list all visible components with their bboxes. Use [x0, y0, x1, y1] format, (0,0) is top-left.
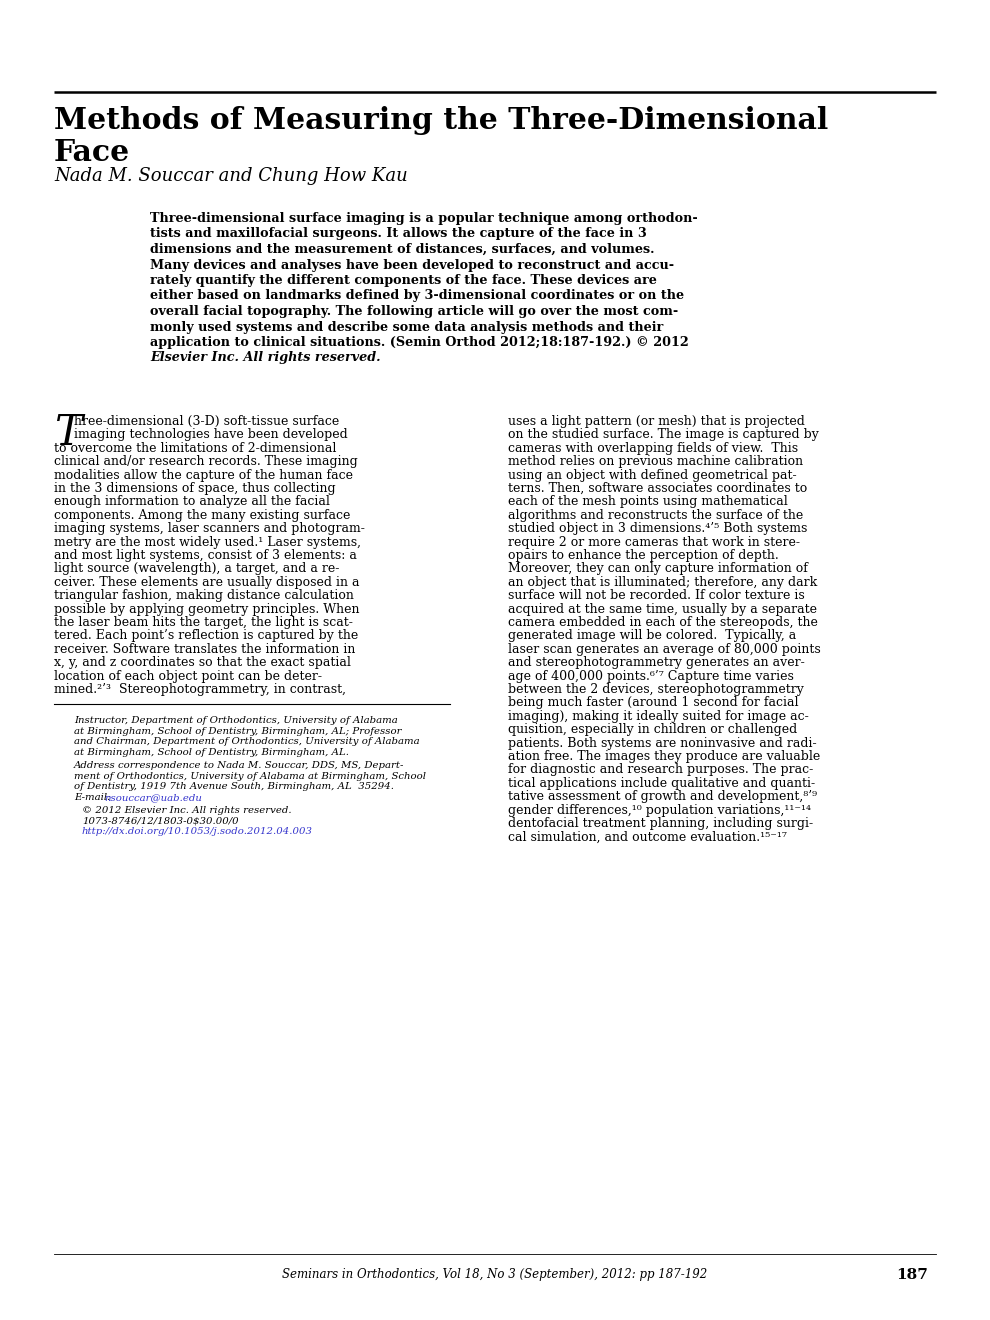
- Text: receiver. Software translates the information in: receiver. Software translates the inform…: [54, 643, 355, 656]
- Text: surface will not be recorded. If color texture is: surface will not be recorded. If color t…: [508, 589, 805, 602]
- Text: imaging systems, laser scanners and photogram-: imaging systems, laser scanners and phot…: [54, 523, 365, 535]
- Text: acquired at the same time, usually by a separate: acquired at the same time, usually by a …: [508, 603, 817, 615]
- Text: http://dx.doi.org/10.1053/j.sodo.2012.04.003: http://dx.doi.org/10.1053/j.sodo.2012.04…: [82, 828, 313, 837]
- Text: ment of Orthodontics, University of Alabama at Birmingham, School: ment of Orthodontics, University of Alab…: [74, 772, 426, 781]
- Text: application to clinical situations. (Semin Orthod 2012;18:187-192.) © 2012: application to clinical situations. (Sem…: [150, 337, 689, 348]
- Text: and stereophotogrammetry generates an aver-: and stereophotogrammetry generates an av…: [508, 656, 805, 669]
- Text: in the 3 dimensions of space, thus collecting: in the 3 dimensions of space, thus colle…: [54, 482, 336, 495]
- Text: on the studied surface. The image is captured by: on the studied surface. The image is cap…: [508, 429, 819, 441]
- Text: rately quantify the different components of the face. These devices are: rately quantify the different components…: [150, 275, 657, 286]
- Text: E-mail:: E-mail:: [74, 793, 114, 801]
- Text: each of the mesh points using mathematical: each of the mesh points using mathematic…: [508, 495, 788, 508]
- Text: enough information to analyze all the facial: enough information to analyze all the fa…: [54, 495, 330, 508]
- Text: Nada M. Souccar and Chung How Kau: Nada M. Souccar and Chung How Kau: [54, 168, 408, 185]
- Text: using an object with defined geometrical pat-: using an object with defined geometrical…: [508, 469, 797, 482]
- Text: © 2012 Elsevier Inc. All rights reserved.: © 2012 Elsevier Inc. All rights reserved…: [82, 807, 292, 816]
- Text: light source (wavelength), a target, and a re-: light source (wavelength), a target, and…: [54, 562, 340, 576]
- Text: for diagnostic and research purposes. The prac-: for diagnostic and research purposes. Th…: [508, 763, 813, 776]
- Text: T: T: [54, 412, 82, 454]
- Text: patients. Both systems are noninvasive and radi-: patients. Both systems are noninvasive a…: [508, 737, 817, 750]
- Text: Three-dimensional surface imaging is a popular technique among orthodon-: Three-dimensional surface imaging is a p…: [150, 213, 698, 224]
- Text: either based on landmarks defined by 3-dimensional coordinates or on the: either based on landmarks defined by 3-d…: [150, 289, 684, 302]
- Text: and Chairman, Department of Orthodontics, University of Alabama: and Chairman, Department of Orthodontics…: [74, 738, 420, 746]
- Text: cameras with overlapping fields of view.  This: cameras with overlapping fields of view.…: [508, 442, 798, 455]
- Text: Many devices and analyses have been developed to reconstruct and accu-: Many devices and analyses have been deve…: [150, 259, 674, 272]
- Text: and most light systems, consist of 3 elements: a: and most light systems, consist of 3 ele…: [54, 549, 356, 562]
- Text: laser scan generates an average of 80,000 points: laser scan generates an average of 80,00…: [508, 643, 821, 656]
- Text: dimensions and the measurement of distances, surfaces, and volumes.: dimensions and the measurement of distan…: [150, 243, 654, 256]
- Text: nsouccar@uab.edu: nsouccar@uab.edu: [104, 793, 202, 801]
- Text: camera embedded in each of the stereopods, the: camera embedded in each of the stereopod…: [508, 616, 818, 630]
- Text: gender differences,¹⁰ population variations,¹¹⁻¹⁴: gender differences,¹⁰ population variati…: [508, 804, 811, 817]
- Text: Face: Face: [54, 139, 130, 168]
- Text: tical applications include qualitative and quanti-: tical applications include qualitative a…: [508, 776, 815, 789]
- Text: dentofacial treatment planning, including surgi-: dentofacial treatment planning, includin…: [508, 817, 813, 830]
- Text: of Dentistry, 1919 7th Avenue South, Birmingham, AL  35294.: of Dentistry, 1919 7th Avenue South, Bir…: [74, 783, 394, 792]
- Text: components. Among the many existing surface: components. Among the many existing surf…: [54, 508, 350, 521]
- Text: 187: 187: [896, 1269, 928, 1282]
- Text: at Birmingham, School of Dentistry, Birmingham, AL.: at Birmingham, School of Dentistry, Birm…: [74, 748, 349, 756]
- Text: imaging), making it ideally suited for image ac-: imaging), making it ideally suited for i…: [508, 710, 809, 723]
- Text: age of 400,000 points.⁶’⁷ Capture time varies: age of 400,000 points.⁶’⁷ Capture time v…: [508, 669, 794, 682]
- Text: modalities allow the capture of the human face: modalities allow the capture of the huma…: [54, 469, 353, 482]
- Text: hree-dimensional (3-D) soft-tissue surface: hree-dimensional (3-D) soft-tissue surfa…: [74, 414, 340, 428]
- Text: Methods of Measuring the Three-Dimensional: Methods of Measuring the Three-Dimension…: [54, 106, 829, 135]
- Text: method relies on previous machine calibration: method relies on previous machine calibr…: [508, 455, 803, 469]
- Text: location of each object point can be deter-: location of each object point can be det…: [54, 669, 322, 682]
- Text: Moreover, they can only capture information of: Moreover, they can only capture informat…: [508, 562, 808, 576]
- Text: possible by applying geometry principles. When: possible by applying geometry principles…: [54, 603, 359, 615]
- Text: cal simulation, and outcome evaluation.¹⁵⁻¹⁷: cal simulation, and outcome evaluation.¹…: [508, 830, 787, 843]
- Text: tative assessment of growth and development,⁸’⁹: tative assessment of growth and developm…: [508, 791, 817, 803]
- Text: at Birmingham, School of Dentistry, Birmingham, AL; Professor: at Birmingham, School of Dentistry, Birm…: [74, 727, 402, 735]
- Text: metry are the most widely used.¹ Laser systems,: metry are the most widely used.¹ Laser s…: [54, 536, 361, 549]
- Text: ation free. The images they produce are valuable: ation free. The images they produce are …: [508, 750, 821, 763]
- Text: an object that is illuminated; therefore, any dark: an object that is illuminated; therefore…: [508, 576, 818, 589]
- Text: Elsevier Inc. All rights reserved.: Elsevier Inc. All rights reserved.: [150, 351, 380, 364]
- Text: clinical and/or research records. These imaging: clinical and/or research records. These …: [54, 455, 357, 469]
- Text: uses a light pattern (or mesh) that is projected: uses a light pattern (or mesh) that is p…: [508, 414, 805, 428]
- Text: algorithms and reconstructs the surface of the: algorithms and reconstructs the surface …: [508, 508, 803, 521]
- Text: tists and maxillofacial surgeons. It allows the capture of the face in 3: tists and maxillofacial surgeons. It all…: [150, 227, 646, 240]
- Text: generated image will be colored.  Typically, a: generated image will be colored. Typical…: [508, 630, 796, 643]
- Text: opairs to enhance the perception of depth.: opairs to enhance the perception of dept…: [508, 549, 779, 562]
- Text: studied object in 3 dimensions.⁴’⁵ Both systems: studied object in 3 dimensions.⁴’⁵ Both …: [508, 523, 808, 535]
- Text: Instructor, Department of Orthodontics, University of Alabama: Instructor, Department of Orthodontics, …: [74, 717, 398, 726]
- Text: tered. Each point’s reflection is captured by the: tered. Each point’s reflection is captur…: [54, 630, 358, 643]
- Text: terns. Then, software associates coordinates to: terns. Then, software associates coordin…: [508, 482, 807, 495]
- Text: triangular fashion, making distance calculation: triangular fashion, making distance calc…: [54, 589, 353, 602]
- Text: x, y, and z coordinates so that the exact spatial: x, y, and z coordinates so that the exac…: [54, 656, 350, 669]
- Text: overall facial topography. The following article will go over the most com-: overall facial topography. The following…: [150, 305, 678, 318]
- Text: the laser beam hits the target, the light is scat-: the laser beam hits the target, the ligh…: [54, 616, 352, 630]
- Text: ceiver. These elements are usually disposed in a: ceiver. These elements are usually dispo…: [54, 576, 359, 589]
- Text: imaging technologies have been developed: imaging technologies have been developed: [74, 429, 347, 441]
- Text: being much faster (around 1 second for facial: being much faster (around 1 second for f…: [508, 697, 799, 709]
- Text: Seminars in Orthodontics, Vol 18, No 3 (September), 2012: pp 187-192: Seminars in Orthodontics, Vol 18, No 3 (…: [282, 1269, 708, 1280]
- Text: 1073-8746/12/1803-0$30.00/0: 1073-8746/12/1803-0$30.00/0: [82, 817, 239, 826]
- Text: to overcome the limitations of 2-dimensional: to overcome the limitations of 2-dimensi…: [54, 442, 337, 455]
- Text: quisition, especially in children or challenged: quisition, especially in children or cha…: [508, 723, 797, 737]
- Text: mined.²’³  Stereophotogrammetry, in contrast,: mined.²’³ Stereophotogrammetry, in contr…: [54, 682, 346, 696]
- Text: between the 2 devices, stereophotogrammetry: between the 2 devices, stereophotogramme…: [508, 682, 804, 696]
- Text: monly used systems and describe some data analysis methods and their: monly used systems and describe some dat…: [150, 321, 663, 334]
- Text: Address correspondence to Nada M. Souccar, DDS, MS, Depart-: Address correspondence to Nada M. Soucca…: [74, 762, 404, 771]
- Text: require 2 or more cameras that work in stere-: require 2 or more cameras that work in s…: [508, 536, 800, 549]
